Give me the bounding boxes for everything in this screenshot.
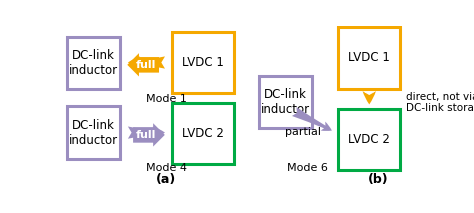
- Text: (a): (a): [156, 173, 176, 186]
- Bar: [338, 27, 400, 89]
- Text: LVDC 1: LVDC 1: [182, 56, 224, 69]
- Bar: [172, 32, 234, 93]
- Text: full: full: [136, 60, 156, 70]
- Text: direct, not via
DC-link storage: direct, not via DC-link storage: [406, 92, 474, 113]
- Text: partial: partial: [285, 127, 321, 137]
- Text: full: full: [136, 130, 156, 140]
- Bar: [67, 37, 120, 89]
- Text: Mode 4: Mode 4: [146, 163, 187, 173]
- Text: DC-link
inductor: DC-link inductor: [69, 49, 118, 77]
- Text: Mode 1: Mode 1: [146, 95, 187, 105]
- Text: DC-link
inductor: DC-link inductor: [261, 88, 310, 116]
- Text: Mode 6: Mode 6: [287, 163, 328, 173]
- Bar: [259, 76, 312, 128]
- Bar: [338, 109, 400, 170]
- Bar: [172, 103, 234, 164]
- Text: LVDC 2: LVDC 2: [348, 133, 390, 146]
- Bar: [67, 106, 120, 159]
- Text: LVDC 2: LVDC 2: [182, 127, 224, 140]
- Text: DC-link
inductor: DC-link inductor: [69, 119, 118, 147]
- Text: (b): (b): [368, 173, 389, 186]
- Text: LVDC 1: LVDC 1: [348, 51, 390, 64]
